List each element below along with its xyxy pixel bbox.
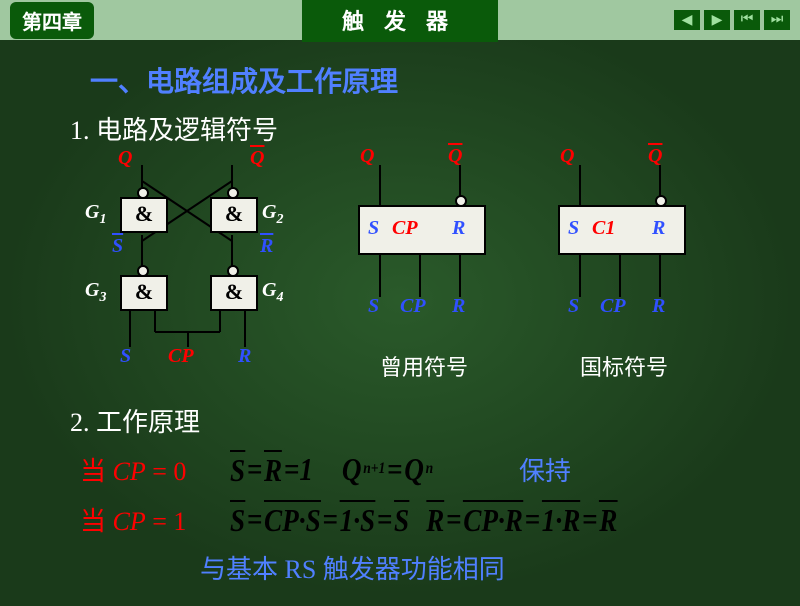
sym2-sb: S	[568, 295, 579, 318]
label-qbar: Q	[250, 147, 264, 170]
subsection-1: 1. 电路及逻辑符号	[70, 110, 740, 147]
sym2-qbar: Q	[648, 145, 662, 168]
eq2-label: 当 CP = 1	[80, 501, 230, 538]
sym1-qbar: Q	[448, 145, 462, 168]
label-g4: G4	[262, 279, 283, 306]
subsection-2: 2. 工作原理	[70, 402, 740, 439]
sym2-r: R	[652, 217, 665, 240]
label-sbar: S	[112, 235, 123, 258]
eq1-extra: 保持	[519, 451, 571, 488]
nav-prev-icon[interactable]: ◀	[674, 10, 700, 30]
nav-buttons: ◀ ▶ ⏮ ⏭	[674, 10, 790, 30]
sym1-q: Q	[360, 145, 374, 168]
sym1-cpb: CP	[400, 295, 426, 318]
sym2-caption: 国标符号	[580, 350, 668, 382]
content: 一、电路组成及工作原理 1. 电路及逻辑符号	[0, 40, 800, 606]
label-s: S	[120, 345, 131, 368]
sym1-cp: CP	[392, 217, 418, 240]
label-g1: G1	[85, 201, 106, 228]
label-g2: G2	[262, 201, 283, 228]
sym2-q: Q	[560, 145, 574, 168]
eq2-body: S=CP·S=1·S=S R=CP·R=1·R=R	[230, 500, 617, 539]
nav-first-icon[interactable]: ⏮	[734, 10, 760, 30]
label-r: R	[238, 345, 251, 368]
title-banner: 触发器	[302, 0, 498, 42]
sym1-r: R	[452, 217, 465, 240]
gate-g3: &	[120, 275, 168, 311]
sym1-s: S	[368, 217, 379, 240]
gate-g4: &	[210, 275, 258, 311]
sym2-cpb: CP	[600, 295, 626, 318]
sym2-c1: C1	[592, 217, 615, 240]
eq1-label: 当 CP = 0	[80, 451, 230, 488]
chapter-badge: 第四章	[10, 2, 94, 39]
sym2-rb: R	[652, 295, 665, 318]
nav-next-icon[interactable]: ▶	[704, 10, 730, 30]
header: 第四章 触发器 ◀ ▶ ⏮ ⏭	[0, 0, 800, 40]
equation-row-1: 当 CP = 0 S=R=1 Qn+1=Qn 保持	[80, 449, 740, 489]
symbol-legacy: Q Q S CP R S CP R 曾用符号	[340, 157, 520, 377]
symbol-national: Q Q S C1 R S CP R 国标符号	[540, 157, 720, 377]
gate-g1: &	[120, 197, 168, 233]
sym1-sb: S	[368, 295, 379, 318]
sym1-caption: 曾用符号	[380, 350, 468, 382]
label-g3: G3	[85, 279, 106, 306]
bottom-note: 与基本 RS 触发器功能相同	[200, 549, 740, 586]
sym2-s: S	[568, 217, 579, 240]
label-rbar: R	[260, 235, 273, 258]
diagram-row: & & & & Q Q G1 G2 S R G3 G4 S CP R	[60, 157, 740, 377]
gate-g2: &	[210, 197, 258, 233]
circuit-diagram: & & & & Q Q G1 G2 S R G3 G4 S CP R	[60, 157, 320, 377]
label-cp: CP	[168, 345, 194, 368]
section-title: 一、电路组成及工作原理	[90, 60, 740, 100]
equation-row-2: 当 CP = 1 S=CP·S=1·S=S R=CP·R=1·R=R	[80, 499, 740, 539]
eq1-body: S=R=1 Qn+1=Qn	[230, 450, 433, 489]
sym1-rb: R	[452, 295, 465, 318]
nav-last-icon[interactable]: ⏭	[764, 10, 790, 30]
label-q: Q	[118, 147, 132, 170]
